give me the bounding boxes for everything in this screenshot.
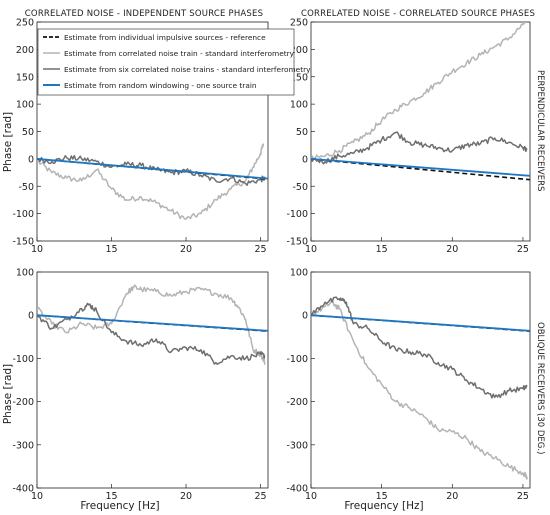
series-random-windowing: [311, 158, 530, 177]
y-tick-label: -100: [12, 354, 34, 365]
x-tick-label: 15: [376, 491, 388, 502]
x-tick-label: 20: [180, 244, 192, 255]
y-tick-label: 100: [16, 268, 34, 279]
y-tick-label: 250: [16, 18, 34, 29]
y-tick-label: 100: [16, 100, 34, 111]
series-six-trains: [37, 302, 266, 365]
row-label-bottom: OBLIQUE RECEIVERS (30 DEG.): [535, 322, 545, 454]
y-tick-label: 0: [28, 154, 34, 165]
col-title-right: CORRELATED NOISE - CORRELATED SOURCE PHA…: [301, 9, 535, 19]
series-random-windowing: [37, 314, 268, 332]
y-tick-label: -300: [12, 440, 34, 451]
y-tick-label: 0: [28, 311, 34, 322]
xlabel-right: Frequency [Hz]: [344, 500, 423, 512]
x-tick-label: 10: [31, 491, 43, 502]
y-tick-label: -50: [18, 182, 34, 193]
y-tick-label: 200: [16, 45, 34, 56]
y-tick-label: 50: [296, 127, 308, 138]
y-tick-label: -100: [12, 209, 34, 220]
y-tick-label: -200: [12, 397, 34, 408]
plot-frame: [310, 21, 531, 242]
panel-1: -150 -100 -50 0 50 100 150 200 250 10 15 20 25: [12, 18, 269, 255]
y-tick-label: -200: [286, 397, 308, 408]
series-correlated-train: [37, 284, 266, 365]
x-tick-label: 10: [31, 244, 43, 255]
panel-2: -150 -100 -50 0 50 100 150 200 250 10 15 20 25: [286, 18, 531, 255]
series-six-trains: [311, 131, 528, 165]
panel-4: -400 -300 -200 -100 0 100 10 15 20 25: [286, 268, 531, 502]
series-correlated-train: [37, 143, 265, 220]
series-random-windowing: [311, 314, 530, 332]
ylabel-bottom: Phase [rad]: [2, 364, 14, 424]
x-tick-label: 15: [105, 244, 117, 255]
y-tick-label: -400: [286, 484, 308, 495]
row-label-top: PERPENDICULAR RECEIVERS: [535, 70, 545, 191]
series-random-windowing: [37, 158, 268, 180]
y-tick-label: -400: [12, 484, 34, 495]
series-six-trains: [311, 296, 528, 399]
xlabel-left: Frequency [Hz]: [80, 500, 159, 512]
legend-label-six-trains: Estimate from six correlated noise train…: [64, 65, 311, 74]
ylabel-top: Phase [rad]: [2, 112, 14, 172]
plot-frame: [310, 271, 531, 489]
x-tick-label: 25: [517, 244, 529, 255]
y-tick-label: 50: [22, 127, 34, 138]
y-tick-label: -50: [292, 182, 308, 193]
x-tick-label: 20: [180, 491, 192, 502]
x-tick-label: 20: [446, 244, 458, 255]
y-tick-label: 200: [290, 45, 308, 56]
y-tick-label: 250: [290, 18, 308, 29]
y-tick-label: -150: [286, 237, 308, 248]
x-tick-label: 20: [446, 491, 458, 502]
col-title-left: CORRELATED NOISE - INDEPENDENT SOURCE PH…: [25, 9, 263, 19]
x-tick-label: 25: [255, 491, 267, 502]
y-tick-label: -100: [286, 354, 308, 365]
y-tick-label: 100: [290, 100, 308, 111]
series-correlated-train: [311, 299, 528, 480]
legend-label-correlated-train: Estimate from correlated noise train - s…: [64, 49, 295, 58]
legend-label-reference: Estimate from individual impulsive sourc…: [64, 33, 266, 42]
x-tick-label: 15: [105, 491, 117, 502]
legend: Estimate from individual impulsive sourc…: [37, 28, 311, 96]
plot-frame: [36, 271, 269, 489]
x-tick-label: 10: [305, 244, 317, 255]
y-tick-label: 100: [290, 268, 308, 279]
y-tick-label: -300: [286, 440, 308, 451]
x-tick-label: 15: [376, 244, 388, 255]
series-correlated-train: [311, 22, 526, 160]
y-tick-label: 0: [302, 311, 308, 322]
y-tick-label: -150: [12, 237, 34, 248]
y-tick-label: 0: [302, 154, 308, 165]
legend-label-random-windowing: Estimate from random windowing - one sou…: [64, 81, 257, 90]
y-tick-label: 150: [290, 72, 308, 83]
x-tick-label: 10: [305, 491, 317, 502]
x-tick-label: 25: [517, 491, 529, 502]
y-tick-label: 150: [16, 72, 34, 83]
y-tick-label: -100: [286, 209, 308, 220]
x-tick-label: 25: [255, 244, 267, 255]
legend-box: [37, 28, 295, 96]
panel-3: -400 -300 -200 -100 0 100 10 15 20 25: [12, 268, 269, 502]
